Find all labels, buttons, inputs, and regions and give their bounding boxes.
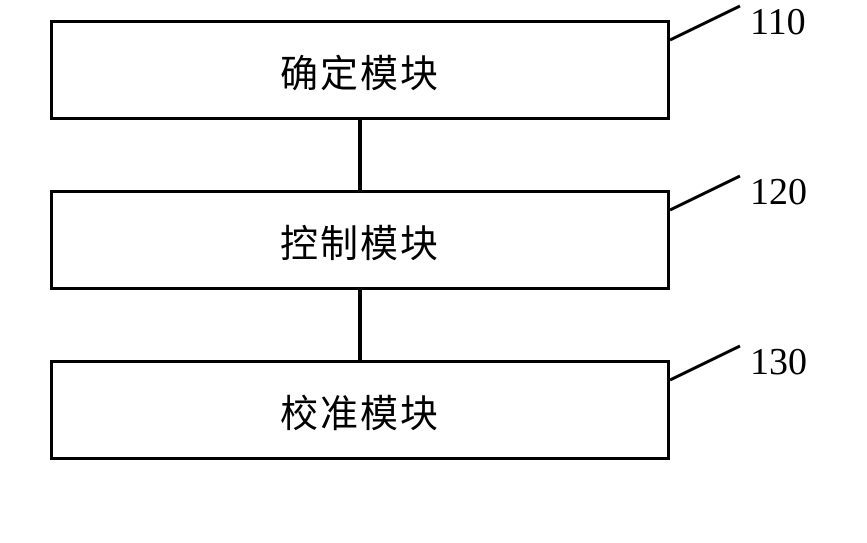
flow-node-label: 确定模块 xyxy=(280,43,440,98)
ref-label-130: 130 xyxy=(750,340,807,384)
connector-2-3 xyxy=(358,290,362,360)
flow-node-calibrate: 校准模块 xyxy=(50,360,670,460)
ref-label-120: 120 xyxy=(750,170,807,214)
connector-1-2 xyxy=(358,120,362,190)
flow-node-determine: 确定模块 xyxy=(50,20,670,120)
flow-node-label: 校准模块 xyxy=(280,383,440,438)
ref-label-110: 110 xyxy=(750,0,806,44)
flow-node-control: 控制模块 xyxy=(50,190,670,290)
flowchart-diagram: 确定模块 110 控制模块 120 校准模块 130 xyxy=(50,20,830,520)
flow-node-label: 控制模块 xyxy=(280,213,440,268)
